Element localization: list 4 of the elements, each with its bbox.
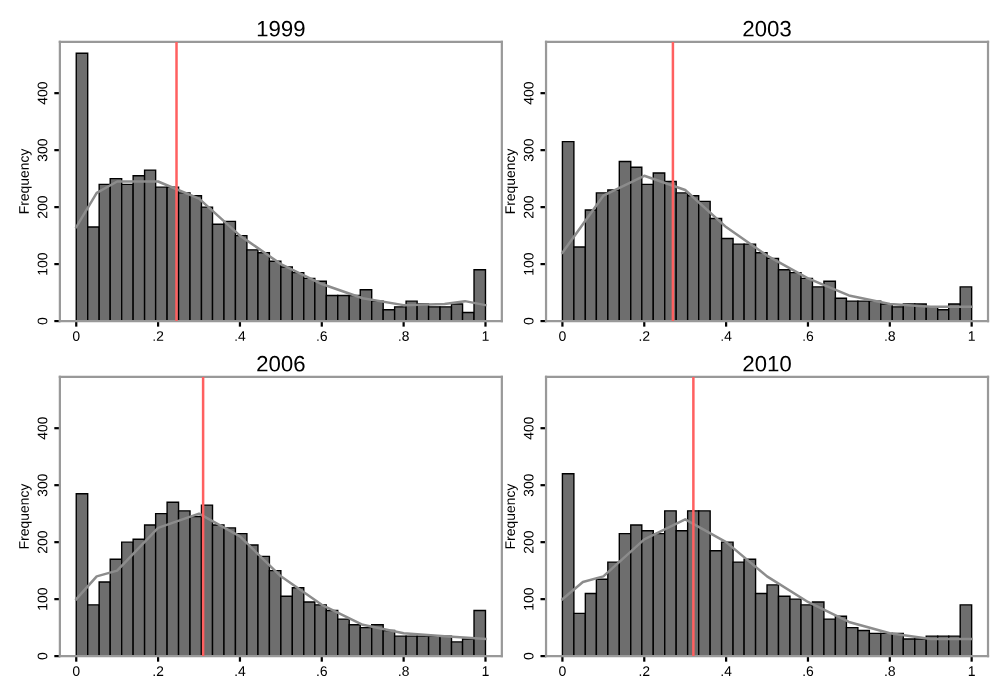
chart-title: 2003 xyxy=(743,20,791,37)
chart-title: 2010 xyxy=(743,355,791,372)
chart-title: 2006 xyxy=(257,355,305,372)
chart-title: 1999 xyxy=(257,20,305,37)
